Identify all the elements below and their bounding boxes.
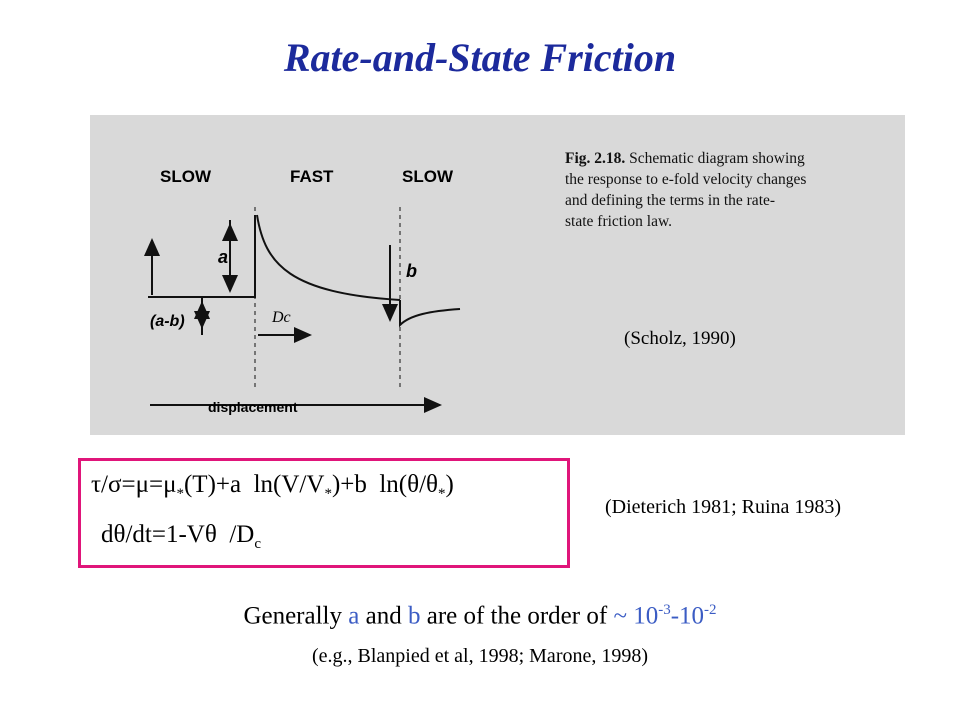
- eq-part: dθ/dt=1-Vθ /D: [101, 521, 255, 548]
- note-part: b: [407, 602, 421, 630]
- caption: Fig. 2.18. Schematic diagram showing the …: [565, 148, 806, 232]
- caption-lead: Fig. 2.18.: [565, 150, 626, 167]
- eq-sub: *: [438, 486, 446, 502]
- note-part: and: [359, 602, 408, 630]
- source: (Scholz, 1990): [624, 328, 736, 349]
- eq-part: τ/σ=μ=μ: [91, 471, 177, 498]
- note-part: -10: [670, 602, 705, 630]
- caption-line: and defining the terms in the rate-: [565, 192, 776, 209]
- equation: dθ/dt=1-Vθ /Dc: [101, 521, 261, 553]
- label: FAST: [290, 167, 334, 186]
- eq-sub: *: [324, 486, 332, 502]
- eq-part: ): [445, 471, 454, 498]
- equation: τ/σ=μ=μ*(T)+a ln(V/V*)+b ln(θ/θ*): [91, 471, 454, 503]
- label: b: [406, 261, 417, 281]
- eq-sub: c: [254, 536, 261, 552]
- eq-part: (T)+a ln(V/V: [183, 471, 325, 498]
- note-sup: -3: [658, 602, 671, 618]
- label: displacement: [208, 399, 298, 415]
- note-part: a: [348, 602, 360, 630]
- references: (e.g., Blanpied et al, 1998; Marone, 199…: [311, 645, 649, 667]
- note-sup: -2: [704, 602, 717, 618]
- caption-line: state friction law.: [565, 213, 673, 230]
- diagram: [144, 207, 461, 413]
- label: (a-b): [150, 313, 185, 330]
- caption-line: the response to e-fold velocity changes: [565, 171, 807, 188]
- label: a: [218, 247, 229, 267]
- eq-part: )+b ln(θ/θ: [331, 471, 439, 498]
- label: SLOW: [402, 167, 453, 186]
- note-part: ~ 10: [613, 602, 659, 630]
- label: SLOW: [160, 167, 211, 186]
- note-part: Generally: [243, 602, 349, 630]
- caption-line: Schematic diagram showing: [625, 150, 805, 167]
- title: Rate-and-State Friction: [283, 35, 677, 80]
- diagram-lines: [144, 207, 461, 413]
- citation: (Dieterich 1981; Ruina 1983): [605, 496, 842, 518]
- note-part: are of the order of: [420, 602, 614, 630]
- equation-box: τ/σ=μ=μ*(T)+a ln(V/V*)+b ln(θ/θ*) dθ/dt=…: [78, 458, 570, 568]
- figure: SLOW FAST SLOW a b (a-b) Dc displacement: [90, 115, 905, 435]
- eq-sub: *: [176, 486, 184, 502]
- label: Dc: [272, 309, 291, 326]
- note: Generally a and b are of the order of ~ …: [0, 602, 960, 630]
